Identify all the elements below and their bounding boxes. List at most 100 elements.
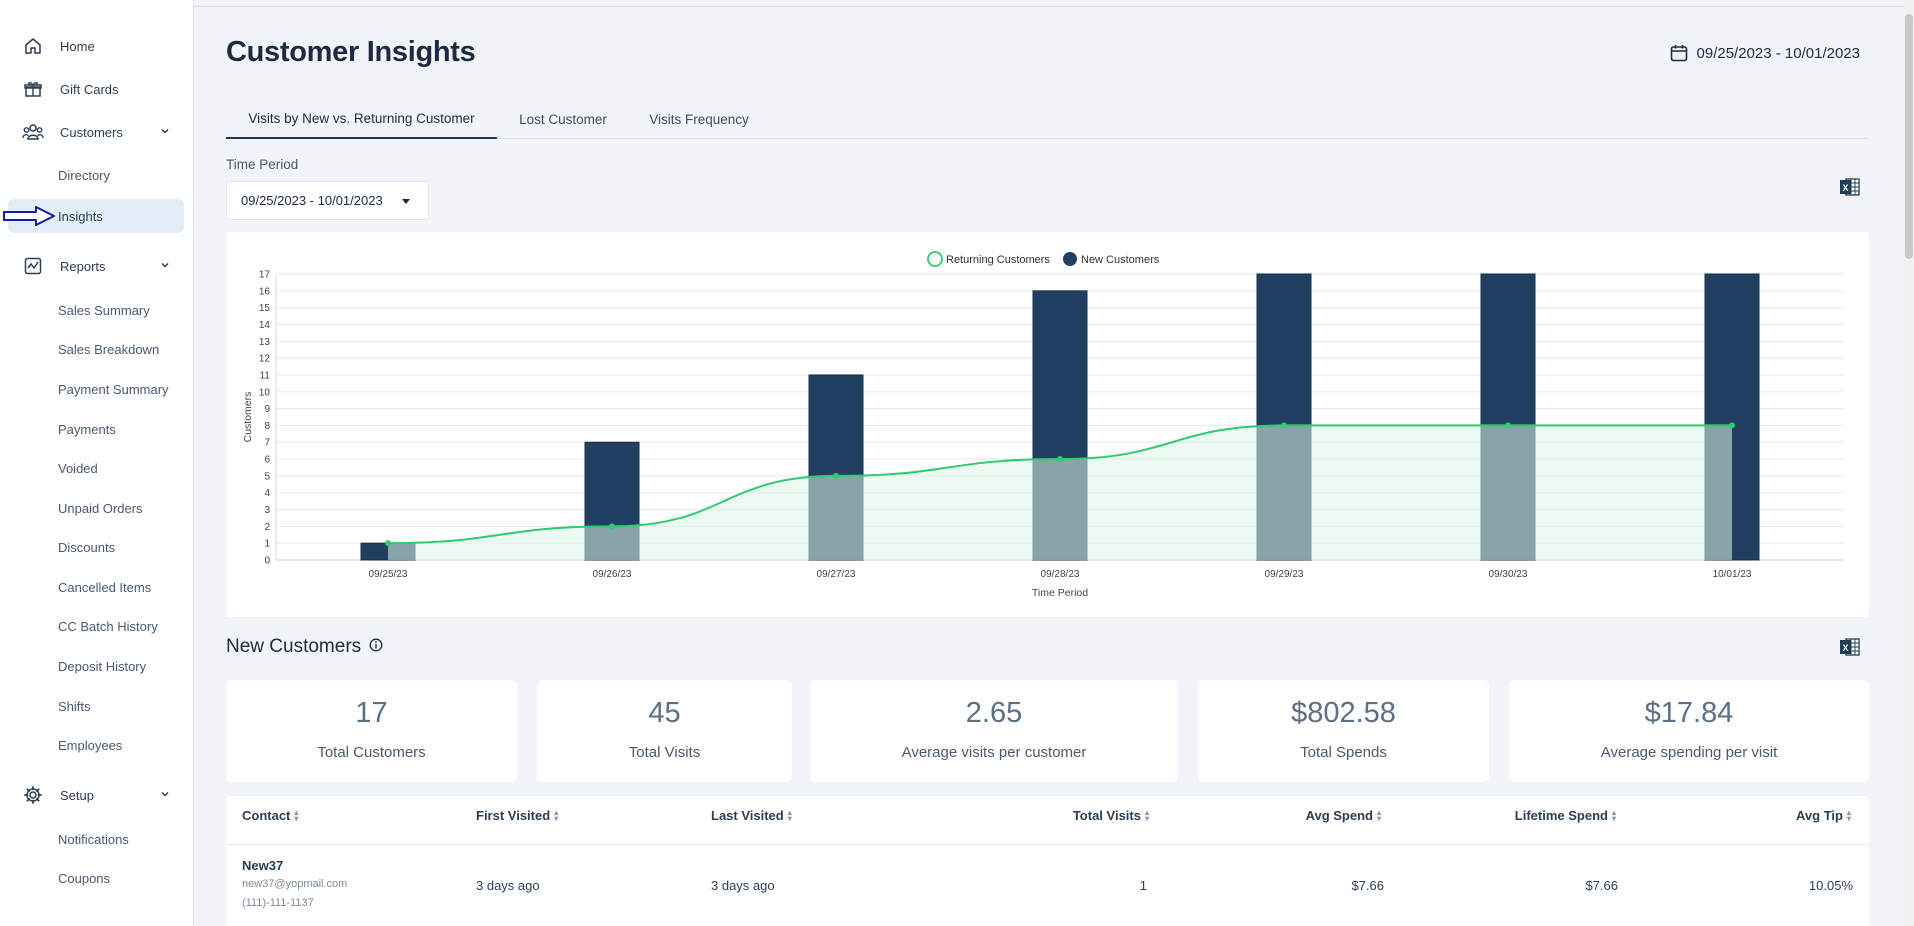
sidebar-item-shifts[interactable]: Shifts <box>58 698 91 714</box>
y-tick-label: 3 <box>264 505 270 516</box>
sidebar-item-employees[interactable]: Employees <box>58 737 123 753</box>
column-header-contact[interactable]: Contact ▴ ▾ <box>242 808 298 823</box>
column-header-lifetime-spend[interactable]: Lifetime Spend ▴ ▾ <box>1515 808 1616 823</box>
column-header-label: Contact <box>242 808 291 823</box>
y-tick-label: 8 <box>264 421 270 432</box>
pointer-arrow-icon <box>2 205 56 232</box>
tab-bar: Visits by New vs. Returning Customer Los… <box>226 100 1869 139</box>
stat-label: Average visits per customer <box>901 744 1087 761</box>
x-tick-label: 09/26/23 <box>593 569 632 580</box>
column-header-avg-spend[interactable]: Avg Spend ▴ ▾ <box>1306 808 1381 823</box>
calendar-icon <box>1670 45 1687 62</box>
sidebar-item-deposit-history[interactable]: Deposit History <box>58 658 147 674</box>
sidebar-item-label: Customers <box>60 124 123 140</box>
point-returning-customers <box>833 472 839 479</box>
sort-icon: ▴ ▾ <box>787 807 792 823</box>
contact-name[interactable]: New37 <box>242 858 284 873</box>
column-header-last-visited[interactable]: Last Visited ▴ ▾ <box>711 808 792 823</box>
page-title: Customer Insights <box>226 36 476 68</box>
scrollbar[interactable] <box>1904 0 1914 926</box>
date-range-picker[interactable]: 09/25/2023 - 10/01/2023 <box>1669 43 1860 63</box>
sidebar-item-sales-summary[interactable]: Sales Summary <box>58 302 150 318</box>
sidebar-item-coupons[interactable]: Coupons <box>58 870 111 886</box>
stat-label: Total Visits <box>628 744 701 761</box>
sort-icon: ▴ ▾ <box>1376 807 1381 823</box>
stat-value: $17.84 <box>1644 697 1734 729</box>
sidebar-item-setup[interactable]: Setup <box>22 780 170 810</box>
column-header-avg-tip[interactable]: Avg Tip ▴ ▾ <box>1796 808 1851 823</box>
sidebar-item-discounts[interactable]: Discounts <box>58 539 116 555</box>
sidebar-item-voided[interactable]: Voided <box>58 460 98 476</box>
x-tick-label: 09/30/23 <box>1489 569 1528 580</box>
sidebar-item-cancelled-items[interactable]: Cancelled Items <box>58 579 152 595</box>
sidebar-item-gift-cards[interactable]: Gift Cards <box>22 74 170 104</box>
sidebar-item-customers[interactable]: Customers <box>22 117 170 147</box>
y-tick-label: 15 <box>259 303 271 314</box>
point-returning-customers <box>385 540 391 547</box>
time-period-select[interactable]: 09/25/2023 - 10/01/2023 <box>226 181 429 220</box>
y-tick-label: 13 <box>259 337 271 348</box>
y-tick-label: 16 <box>259 286 271 297</box>
point-returning-customers <box>1281 422 1287 429</box>
gift-icon <box>22 78 44 100</box>
y-tick-label: 5 <box>264 471 270 482</box>
sort-icon: ▴ ▾ <box>1846 807 1851 823</box>
sidebar-item-notifications[interactable]: Notifications <box>58 831 129 847</box>
chart-icon <box>22 255 44 277</box>
last-visited-cell: 3 days ago <box>711 878 775 893</box>
sidebar-item-label: Setup <box>60 787 94 803</box>
excel-export-icon[interactable]: X <box>1839 637 1861 657</box>
home-icon <box>22 35 44 57</box>
chevron-down-icon <box>160 787 170 802</box>
x-axis-title: Time Period <box>1032 587 1088 599</box>
chevron-down-icon <box>160 124 170 139</box>
tab-visits-new-vs-returning[interactable]: Visits by New vs. Returning Customer <box>226 100 497 139</box>
y-tick-label: 6 <box>264 455 270 466</box>
column-header-label: Total Visits <box>1072 808 1141 823</box>
y-tick-label: 4 <box>264 488 270 499</box>
sidebar-item-payment-summary[interactable]: Payment Summary <box>58 381 169 397</box>
sidebar-item-cc-batch-history[interactable]: CC Batch History <box>58 618 158 634</box>
stat-label: Total Spends <box>1300 744 1387 761</box>
legend-label: New Customers <box>1081 254 1160 266</box>
sidebar-item-reports[interactable]: Reports <box>22 251 170 281</box>
time-period-label: Time Period <box>226 157 299 172</box>
stat-value: 17 <box>355 697 388 729</box>
x-tick-label: 09/27/23 <box>817 569 856 580</box>
lifetime-spend-cell: $7.66 <box>1585 878 1618 893</box>
y-tick-label: 7 <box>264 438 270 449</box>
sidebar-item-home[interactable]: Home <box>22 31 170 61</box>
sort-icon: ▴ ▾ <box>1144 807 1149 823</box>
avg-spend-cell: $7.66 <box>1351 878 1384 893</box>
customers-table: Contact ▴ ▾ First Visited ▴ ▾ Last Visited ▴ ▾… <box>226 796 1869 926</box>
sidebar-item-unpaid-orders[interactable]: Unpaid Orders <box>58 500 143 516</box>
x-tick-label: 09/25/23 <box>369 569 408 580</box>
scrollbar-thumb[interactable] <box>1905 14 1913 259</box>
stat-card-total-spends: $802.58 Total Spends <box>1198 680 1489 782</box>
top-bar <box>194 0 1904 7</box>
sidebar-item-payments[interactable]: Payments <box>58 421 116 437</box>
x-tick-label: 09/29/23 <box>1265 569 1304 580</box>
date-range-text: 09/25/2023 - 10/01/2023 <box>1696 44 1860 62</box>
section-title-text: New Customers <box>226 636 362 657</box>
column-header-total-visits[interactable]: Total Visits ▴ ▾ <box>1073 808 1149 823</box>
sidebar: Home Gift Cards Customers Directory Insi… <box>0 0 194 926</box>
column-header-first-visited[interactable]: First Visited ▴ ▾ <box>476 808 558 823</box>
sidebar-item-sales-breakdown[interactable]: Sales Breakdown <box>58 341 160 357</box>
column-header-label: First Visited <box>476 808 551 823</box>
point-returning-customers <box>1505 422 1511 429</box>
sidebar-item-label: Reports <box>60 258 106 274</box>
stat-label: Total Customers <box>317 744 426 761</box>
excel-export-icon[interactable]: X <box>1839 177 1861 197</box>
column-header-label: Lifetime Spend <box>1514 808 1608 823</box>
stat-value: $802.58 <box>1291 697 1396 729</box>
tab-visits-frequency[interactable]: Visits Frequency <box>649 112 749 127</box>
sidebar-item-directory[interactable]: Directory <box>58 167 111 183</box>
info-icon[interactable] <box>369 636 383 658</box>
y-tick-label: 1 <box>264 539 270 550</box>
stat-card-total-customers: 17 Total Customers <box>226 680 517 782</box>
column-header-label: Last Visited <box>711 808 784 823</box>
tab-lost-customer[interactable]: Lost Customer <box>519 112 607 127</box>
gear-icon <box>22 784 44 806</box>
